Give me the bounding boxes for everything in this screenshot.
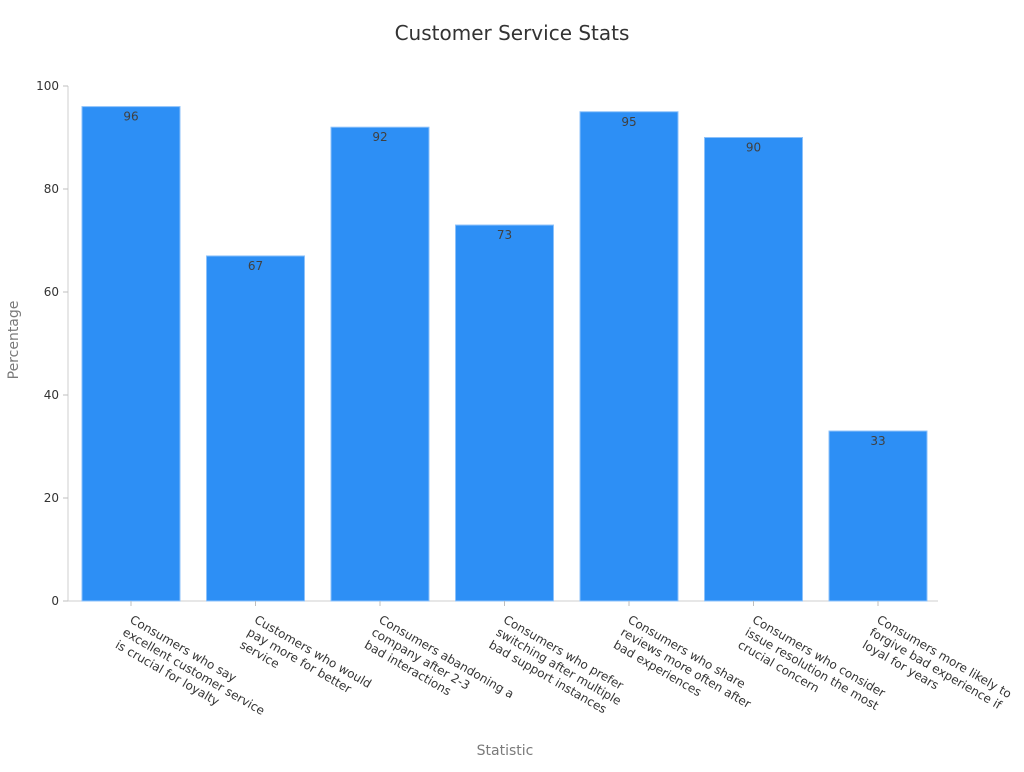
y-tick-label: 20 [44, 491, 59, 505]
x-tick-label-line: reviews more often after [618, 625, 753, 711]
x-tick-label-line: switching after multiple [494, 625, 624, 708]
y-tick-label: 40 [44, 388, 59, 402]
bar-value-label: 95 [621, 115, 636, 129]
bar-value-label: 96 [123, 110, 138, 124]
y-tick-label: 80 [44, 182, 59, 196]
bar [828, 430, 928, 602]
bar [704, 137, 803, 602]
bar-value-label: 67 [248, 259, 263, 273]
bar-value-label: 73 [497, 228, 512, 242]
y-tick-label: 0 [51, 594, 59, 608]
y-axis-title: Percentage [6, 301, 22, 380]
x-tick-label-line: issue resolution the most [743, 625, 881, 713]
bar [81, 106, 181, 602]
y-axis-ticks: 0 20 40 60 80 100 [36, 79, 68, 608]
x-tick-label-line: forgive bad experience if [867, 625, 1004, 712]
y-tick-label: 100 [36, 79, 59, 93]
chart-title: Customer Service Stats [395, 21, 630, 45]
bar-value-label: 90 [746, 141, 761, 155]
bars-group: 96 67 92 73 95 90 33 [81, 106, 928, 602]
x-axis-title: Statistic [477, 743, 534, 759]
bar-value-label: 92 [372, 130, 387, 144]
y-tick-label: 60 [44, 285, 59, 299]
bar [579, 111, 679, 602]
bar [206, 255, 305, 602]
bar-value-label: 33 [870, 434, 885, 448]
bar [330, 126, 430, 602]
bar [455, 224, 554, 602]
